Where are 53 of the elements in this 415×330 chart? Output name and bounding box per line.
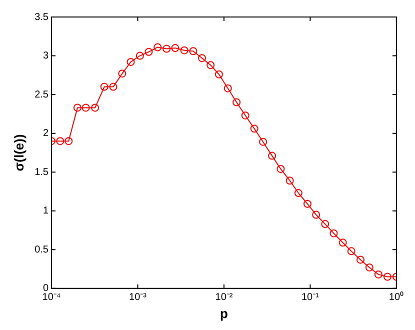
y-tick-label: 1.5 bbox=[34, 166, 49, 178]
x-tick-label: 10⁻¹ bbox=[301, 292, 320, 304]
y-tick-label: 3.5 bbox=[34, 12, 49, 23]
point bbox=[374, 270, 382, 278]
y-tick-label: 0 bbox=[42, 283, 49, 294]
point bbox=[321, 220, 330, 228]
point bbox=[365, 263, 374, 272]
point bbox=[73, 104, 82, 112]
y-tick-label: 1 bbox=[42, 206, 49, 217]
point bbox=[136, 52, 144, 60]
x-tick-label: 10⁻³ bbox=[129, 292, 148, 304]
point bbox=[144, 48, 153, 56]
point bbox=[109, 82, 118, 91]
y-tick-label: 2 bbox=[42, 128, 49, 140]
point bbox=[154, 43, 162, 52]
point bbox=[338, 238, 347, 247]
point bbox=[330, 229, 338, 238]
point bbox=[198, 54, 206, 62]
point bbox=[162, 44, 171, 53]
point bbox=[171, 44, 180, 52]
point bbox=[56, 137, 64, 146]
point bbox=[250, 124, 258, 133]
point bbox=[82, 104, 90, 112]
y-axis-title: σ(l(e)) bbox=[11, 134, 26, 172]
point bbox=[180, 46, 188, 54]
y-tick-label: 2.5 bbox=[34, 89, 49, 100]
point bbox=[189, 47, 198, 56]
point bbox=[100, 82, 108, 91]
point bbox=[64, 137, 73, 146]
point bbox=[268, 152, 276, 160]
point bbox=[286, 176, 294, 185]
point bbox=[241, 111, 250, 120]
point bbox=[214, 70, 223, 78]
point bbox=[118, 70, 126, 78]
point bbox=[312, 210, 320, 219]
x-axis-title: p bbox=[220, 306, 228, 321]
point bbox=[224, 84, 232, 92]
y-tick-label: 0.5 bbox=[34, 244, 49, 256]
point bbox=[294, 189, 302, 198]
point bbox=[206, 61, 215, 70]
point bbox=[232, 98, 241, 106]
x-tick-label: 10⁻⁴ bbox=[42, 292, 61, 304]
x-tick-label: 10⁰ bbox=[388, 291, 404, 304]
y-tick-label: 3 bbox=[42, 50, 49, 62]
x-tick-label: 10⁻² bbox=[215, 292, 234, 304]
point bbox=[126, 58, 135, 66]
point bbox=[259, 138, 268, 146]
point bbox=[383, 272, 392, 281]
point bbox=[303, 200, 312, 208]
point bbox=[91, 104, 100, 112]
point bbox=[356, 256, 364, 264]
point bbox=[347, 247, 356, 256]
point bbox=[276, 164, 285, 173]
